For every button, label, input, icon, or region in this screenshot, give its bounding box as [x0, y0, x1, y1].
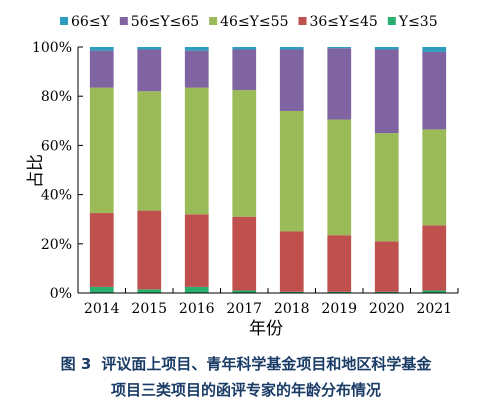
bar-segment-2018-series-3: [279, 49, 304, 111]
stacked-bar-chart: 66≤Y 56≤Y≤65 46≤Y≤55 36≤Y≤45 Y≤35 0% 20% 40% 60…: [26, 14, 459, 339]
bar-segment-2017-series-0: [232, 290, 257, 293]
bar-segment-2014-series-2: [89, 87, 114, 214]
x-tick-label: 2015: [131, 301, 167, 317]
figure-caption-line-1: 图 3 评议面上项目、青年科学基金项目和地区科学基金: [0, 353, 492, 374]
bar-segment-2021-series-0: [422, 290, 447, 293]
bar-segment-2016-series-3: [184, 50, 209, 88]
bar-segment-2021-series-4: [422, 47, 447, 52]
legend-item-3: 36≤Y≤45: [298, 14, 378, 30]
bar-segment-2020-series-3: [374, 49, 399, 134]
bar-segment-2015-series-4: [137, 47, 162, 50]
bar-segment-2018-series-4: [279, 47, 304, 50]
x-tick-label: 2021: [416, 301, 452, 317]
legend-swatch: [60, 17, 68, 25]
bar-segment-2018-series-1: [279, 231, 304, 292]
y-tick-label: 20%: [41, 237, 72, 253]
bar-segment-2019-series-1: [327, 235, 352, 292]
bar-segment-2019-series-3: [327, 48, 352, 120]
bar-segment-2016-series-4: [184, 47, 209, 51]
x-tick-label: 2019: [321, 301, 357, 317]
legend-swatch: [119, 17, 128, 25]
bar-segment-2015-series-2: [137, 91, 162, 211]
bar-segment-2020-series-4: [374, 47, 399, 50]
bar-stack-2015: [137, 47, 162, 293]
bar-segment-2014-series-4: [89, 47, 114, 51]
bar-segment-2016-series-2: [184, 87, 209, 215]
bar-segment-2017-series-4: [232, 47, 257, 50]
bar-stack-2020: [374, 47, 399, 293]
bar-stack-2016: [184, 47, 209, 293]
bar-segment-2018-series-2: [279, 110, 304, 232]
legend-swatch: [298, 17, 307, 25]
figure-caption-text-1: 评议面上项目、青年科学基金项目和地区科学基金: [101, 355, 432, 373]
legend-swatch: [209, 17, 218, 25]
chart-legend: 66≤Y 56≤Y≤65 46≤Y≤55 36≤Y≤45 Y≤35: [60, 14, 438, 30]
axes-layer: 0% 20% 40% 60% 80% 100% 2014 2015 2016 2017 2018 20…: [32, 40, 459, 317]
legend-swatch: [387, 17, 396, 25]
x-tick-label: 2016: [179, 301, 215, 317]
bars-layer: [89, 47, 447, 293]
bar-segment-2017-series-1: [232, 216, 257, 291]
bar-segment-2017-series-2: [232, 90, 257, 217]
bar-segment-2019-series-4: [327, 47, 352, 49]
legend-item-4: Y≤35: [387, 14, 438, 30]
x-tick-label: 2018: [274, 301, 310, 317]
figure-caption-text-2: 项目三类项目的函评专家的年龄分布情况: [110, 381, 381, 399]
bar-segment-2015-series-0: [137, 289, 162, 293]
bar-segment-2017-series-3: [232, 49, 257, 91]
legend-item-0: 66≤Y: [60, 14, 111, 30]
legend-label: 46≤Y≤55: [220, 14, 288, 30]
bar-segment-2021-series-3: [422, 51, 447, 130]
legend-label: 36≤Y≤45: [309, 14, 377, 30]
bar-segment-2016-series-0: [184, 286, 209, 293]
x-axis-label: 年份: [249, 319, 283, 339]
legend-item-2: 46≤Y≤55: [209, 14, 288, 30]
bar-stack-2021: [422, 47, 447, 293]
bar-segment-2021-series-1: [422, 225, 447, 291]
bar-stack-2019: [327, 47, 352, 293]
y-tick-label: 80%: [41, 89, 72, 105]
bar-segment-2018-series-0: [279, 291, 304, 293]
legend-item-1: 56≤Y≤65: [119, 14, 199, 30]
bar-segment-2014-series-0: [89, 286, 114, 293]
y-tick-label: 40%: [41, 188, 72, 204]
x-tick-label: 2020: [369, 301, 405, 317]
bar-segment-2020-series-1: [374, 241, 399, 292]
y-tick-label: 100%: [32, 40, 72, 56]
bar-stack-2018: [279, 47, 304, 293]
x-tick-label: 2014: [84, 301, 120, 317]
bar-segment-2020-series-0: [374, 291, 399, 293]
figure-caption-line-2: 项目三类项目的函评专家的年龄分布情况: [0, 379, 492, 400]
legend-label: 56≤Y≤65: [131, 14, 199, 30]
legend-label: 66≤Y: [71, 14, 111, 30]
bar-segment-2015-series-1: [137, 210, 162, 290]
bar-stack-2017: [232, 47, 257, 293]
bar-segment-2016-series-1: [184, 214, 209, 287]
bar-segment-2021-series-2: [422, 129, 447, 226]
legend-label: Y≤35: [398, 14, 438, 30]
figure-number: 图 3: [60, 355, 92, 373]
y-tick-label: 60%: [41, 138, 72, 154]
bar-segment-2020-series-2: [374, 133, 399, 242]
bar-stack-2014: [89, 47, 114, 293]
bar-segment-2019-series-2: [327, 119, 352, 236]
y-tick-label: 0%: [50, 286, 72, 302]
bar-segment-2019-series-0: [327, 291, 352, 293]
bar-segment-2014-series-3: [89, 50, 114, 88]
bar-segment-2015-series-3: [137, 49, 162, 92]
x-tick-label: 2017: [226, 301, 262, 317]
bar-segment-2014-series-1: [89, 213, 114, 287]
y-axis-label: 占比: [26, 154, 46, 188]
